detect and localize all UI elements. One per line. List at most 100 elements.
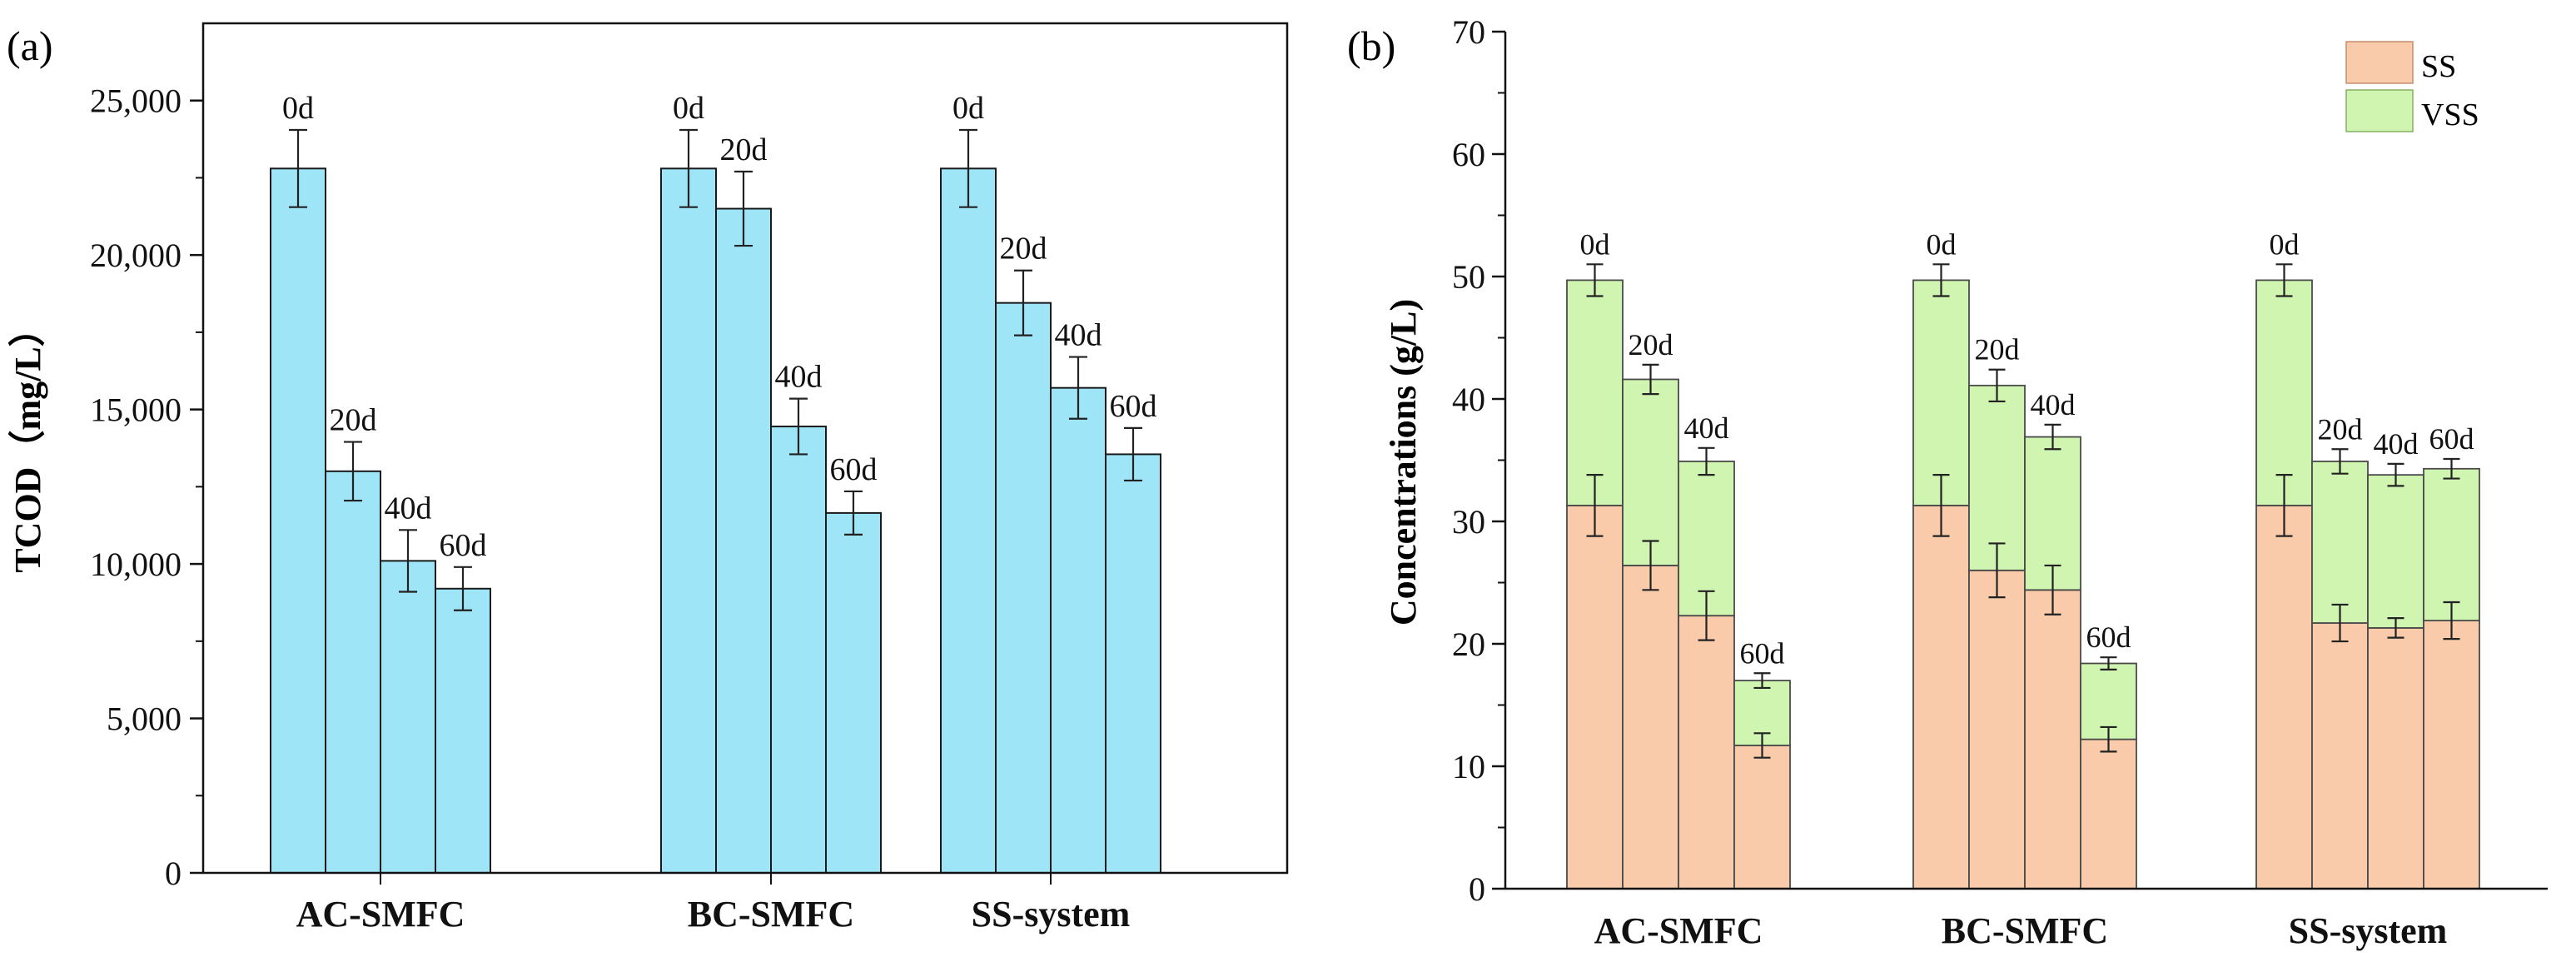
b-bar-ss-ss-system-0d [2255,504,2313,890]
b-y-tick-label-10: 10 [1452,748,1485,785]
b-bar-vss-ss-system-0d [2255,279,2313,506]
a-day-label-bc-smfc-40d: 40d [775,360,823,395]
a-x-tick-label-bc-smfc: BC-SMFC [688,894,854,935]
a-errorbar-ss-system-20d [1014,269,1032,336]
b-bar-vss-ss-system-40d [2367,474,2424,629]
b-errorbar-ss-ss-system-0d [2275,474,2293,537]
b-bar-ss-ss-system-60d [2423,620,2480,890]
panel-a-label: (a) [7,22,53,69]
a-bar-ss-system-0d [940,167,997,874]
a-bar-ss-system-20d [995,302,1052,874]
a-bar-ac-smfc-40d [380,560,436,875]
b-x-tick-label-bc-smfc: BC-SMFC [1942,910,2108,951]
b-y-tick-label-0: 0 [1469,870,1485,908]
b-y-tick-label-20: 20 [1452,626,1485,663]
b-errorbar-total-ss-system-60d [2443,457,2460,480]
b-bar-ss-ac-smfc-20d [1622,565,1679,890]
a-group-ss-system: 0d 20d 40d 60d [940,91,1161,874]
b-day-label-ac-smfc-40d: 40d [1684,411,1729,445]
b-day-label-bc-smfc-0d: 0d [1927,227,1957,261]
b-errorbar-total-ac-smfc-0d [1586,263,1604,297]
b-errorbar-ss-ac-smfc-60d [1753,732,1771,759]
a-bar-ac-smfc-0d [270,167,326,874]
a-y-tick-label-10000: 10,000 [90,546,182,583]
b-day-label-bc-smfc-20d: 20d [1975,333,2020,366]
b-bar-ss-ss-system-20d [2311,622,2369,890]
a-bar-ss-system-60d [1105,453,1161,874]
b-errorbar-total-ss-system-40d [2387,462,2404,487]
a-bar-ss-system-40d [1050,386,1106,874]
b-bar-vss-ac-smfc-0d [1566,279,1624,506]
a-errorbar-ac-smfc-20d [344,441,362,502]
b-y-tick-label-60: 60 [1452,136,1485,173]
b-errorbar-ss-bc-smfc-60d [2100,725,2117,753]
a-day-label-ss-system-60d: 60d [1110,389,1157,424]
a-day-label-bc-smfc-60d: 60d [830,452,878,487]
a-day-label-ac-smfc-20d: 20d [330,403,377,438]
b-bar-ss-bc-smfc-0d [1912,504,1970,890]
a-day-label-bc-smfc-0d: 0d [673,91,704,126]
a-y-tick-label-25000: 25,000 [90,82,182,120]
legend-vss-label: VSS [2421,97,2479,132]
b-errorbar-ss-ss-system-60d [2443,601,2460,640]
a-errorbar-bc-smfc-40d [789,397,808,456]
b-group-bc-smfc: 0d 20d 40d 60d [1912,227,2137,890]
b-errorbar-total-bc-smfc-0d [1932,263,1950,297]
b-bar-ss-bc-smfc-20d [1968,569,2026,890]
b-errorbar-total-bc-smfc-60d [2100,656,2117,670]
a-day-label-ac-smfc-40d: 40d [385,491,432,526]
a-day-label-bc-smfc-20d: 20d [720,132,768,167]
panel-b-legend: SS VSS [2345,41,2479,132]
b-day-label-ss-system-60d: 60d [2429,422,2474,456]
a-y-tick-label-0: 0 [165,855,182,892]
a-day-label-ss-system-0d: 0d [952,91,984,126]
a-bar-bc-smfc-40d [770,426,827,874]
b-day-label-bc-smfc-40d: 40d [2031,388,2076,421]
a-bar-bc-smfc-60d [825,511,882,875]
b-x-tick-label-ac-smfc: AC-SMFC [1594,910,1763,951]
a-day-label-ss-system-40d: 40d [1055,318,1102,353]
legend-ss-swatch [2345,41,2414,84]
b-bar-vss-ss-system-60d [2423,467,2480,621]
b-errorbar-total-bc-smfc-40d [2044,423,2061,451]
a-bar-ac-smfc-60d [435,587,491,874]
a-bar-ac-smfc-20d [325,470,381,874]
b-y-tick-label-40: 40 [1452,381,1485,418]
b-errorbar-total-ss-system-20d [2331,448,2349,475]
b-day-label-ac-smfc-0d: 0d [1580,227,1610,261]
b-group-ac-smfc: 0d 20d 40d 60d [1566,227,1791,890]
b-day-label-ac-smfc-20d: 20d [1629,328,1673,361]
b-errorbar-ss-ac-smfc-40d [1698,590,1715,641]
b-day-label-ac-smfc-60d: 60d [1740,636,1785,670]
b-bar-vss-ac-smfc-40d [1678,461,1735,617]
b-errorbar-total-ss-system-0d [2275,263,2293,297]
b-errorbar-ss-ss-system-20d [2331,603,2349,643]
b-bar-vss-ss-system-20d [2311,461,2369,624]
b-bar-ss-bc-smfc-40d [2024,589,2081,890]
b-day-label-ss-system-20d: 20d [2318,412,2363,446]
panel-a-y-axis-title: TCOD（mg/L） [7,310,48,572]
b-errorbar-ss-ss-system-40d [2387,617,2404,639]
a-errorbar-bc-smfc-0d [679,128,698,208]
a-x-tick-label-ac-smfc: AC-SMFC [296,894,465,935]
b-errorbar-total-ac-smfc-60d [1753,672,1771,690]
panel-b-solids-chart: (b) Concentrations (g/L) 0d 20d 40d 60d 0d 20… [1347,13,2548,951]
b-bar-vss-bc-smfc-0d [1912,279,1970,506]
a-plot-frame [201,22,1289,875]
b-errorbar-ss-bc-smfc-20d [1988,542,2006,599]
a-day-label-ac-smfc-60d: 60d [440,528,487,563]
a-bar-bc-smfc-0d [660,167,717,874]
b-bar-ss-ac-smfc-0d [1566,504,1624,890]
b-bar-ss-ac-smfc-40d [1678,615,1735,890]
a-errorbar-ss-system-0d [959,128,977,208]
b-x-tick-label-ss-system: SS-system [2289,910,2448,951]
a-day-label-ss-system-20d: 20d [1000,232,1047,267]
a-errorbar-ss-system-40d [1069,356,1087,420]
b-errorbar-ss-ac-smfc-20d [1642,540,1659,591]
a-errorbar-ss-system-60d [1124,426,1142,482]
legend-vss-swatch [2345,89,2414,132]
b-errorbar-total-ac-smfc-40d [1698,446,1715,476]
b-day-label-ss-system-0d: 0d [2270,227,2300,261]
a-y-tick-label-5000: 5,000 [107,700,182,738]
